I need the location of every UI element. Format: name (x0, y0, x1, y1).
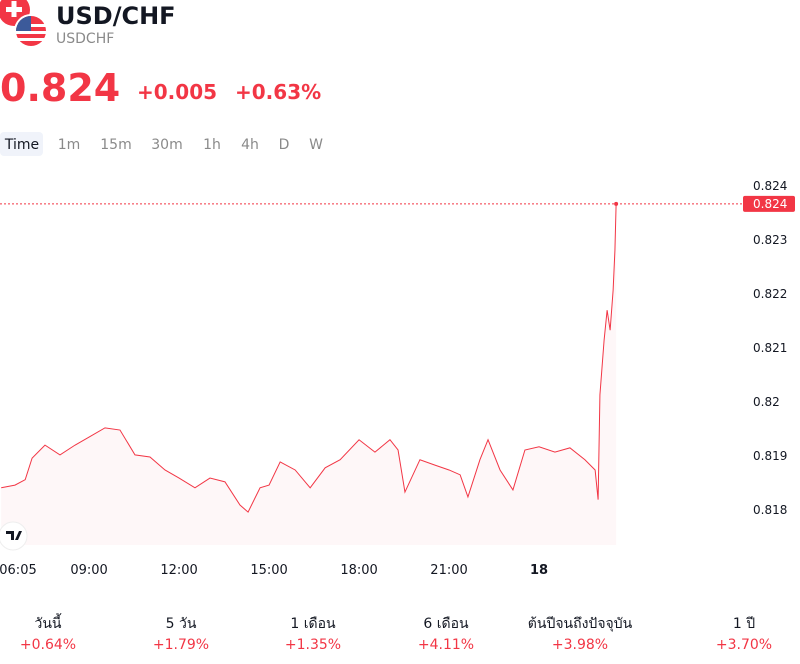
us-stripe (16, 38, 46, 41)
y-tick-label: 0.822 (753, 287, 787, 301)
chart: 0.818 0.819 0.82 0.821 0.822 0.823 0.824 06:05 0… (0, 179, 795, 578)
us-stripe (16, 31, 46, 34)
timeframe-tabs: Time 1m 15m 30m 1h 4h D W (0, 132, 323, 156)
y-tick-label: 0.823 (753, 233, 787, 247)
logo-mark (6, 531, 22, 540)
timeframe-tab[interactable]: Time (4, 137, 39, 153)
symbol-title: USD/CHF (56, 2, 176, 30)
timeframe-tab[interactable]: 30m (151, 137, 182, 153)
area (1, 203, 617, 546)
period-label[interactable]: 6 เดือน (423, 616, 469, 632)
period-label[interactable]: ต้นปีจนถึงปัจจุบัน (528, 616, 633, 632)
timeframe-tab[interactable]: D (279, 137, 290, 153)
period-change[interactable]: +4.11% (418, 637, 474, 653)
x-tick-label: 15:00 (250, 563, 287, 578)
price-change-percent: +0.63% (235, 80, 321, 104)
period-change[interactable]: +3.98% (552, 637, 608, 653)
x-tick-label: 18 (530, 563, 548, 578)
price-change: +0.005 (137, 80, 217, 104)
x-tick-label: 09:00 (70, 563, 107, 578)
y-tick-label: 0.821 (753, 341, 787, 355)
timeframe-tab[interactable]: 1h (203, 137, 221, 153)
y-tick-label: 0.818 (753, 503, 787, 517)
x-tick-label: 06:05 (0, 563, 37, 578)
timeframe-tab[interactable]: W (309, 137, 323, 153)
tab-selected-bg (0, 132, 43, 156)
period-change[interactable]: +1.79% (153, 637, 209, 653)
performance: วันนี้ +0.64% 5 วัน +1.79% 1 เดือน +1.35% 6 เด… (20, 613, 772, 653)
period-label[interactable]: 1 ปี (733, 616, 755, 632)
x-tick-label: 18:00 (340, 563, 377, 578)
timeframe-tab[interactable]: 15m (100, 137, 131, 153)
x-tick-label: 12:00 (160, 563, 197, 578)
period-label[interactable]: วันนี้ (34, 613, 62, 632)
y-tick-label: 0.824 (753, 179, 787, 193)
timeframe-tab[interactable]: 4h (241, 137, 259, 153)
tradingview-logo (0, 521, 28, 551)
y-tick-label: 0.82 (753, 395, 780, 409)
period-change[interactable]: +3.70% (716, 637, 772, 653)
timeframe-tab[interactable]: 1m (58, 137, 81, 153)
period-label[interactable]: 5 วัน (166, 616, 197, 632)
last-price-label: 0.824 (753, 197, 787, 211)
us-canton (16, 16, 31, 31)
y-tick-label: 0.819 (753, 449, 787, 463)
period-change[interactable]: +0.64% (20, 637, 76, 653)
last-price-tag (743, 195, 795, 212)
period-change[interactable]: +1.35% (285, 637, 341, 653)
price: 0.824 (0, 66, 120, 110)
line (1, 203, 617, 513)
x-tick-label: 21:00 (430, 563, 467, 578)
currency-icon (0, 0, 48, 48)
period-label[interactable]: 1 เดือน (290, 616, 336, 632)
swiss-cross (11, 1, 17, 17)
symbol-code: USDCHF (56, 31, 114, 47)
